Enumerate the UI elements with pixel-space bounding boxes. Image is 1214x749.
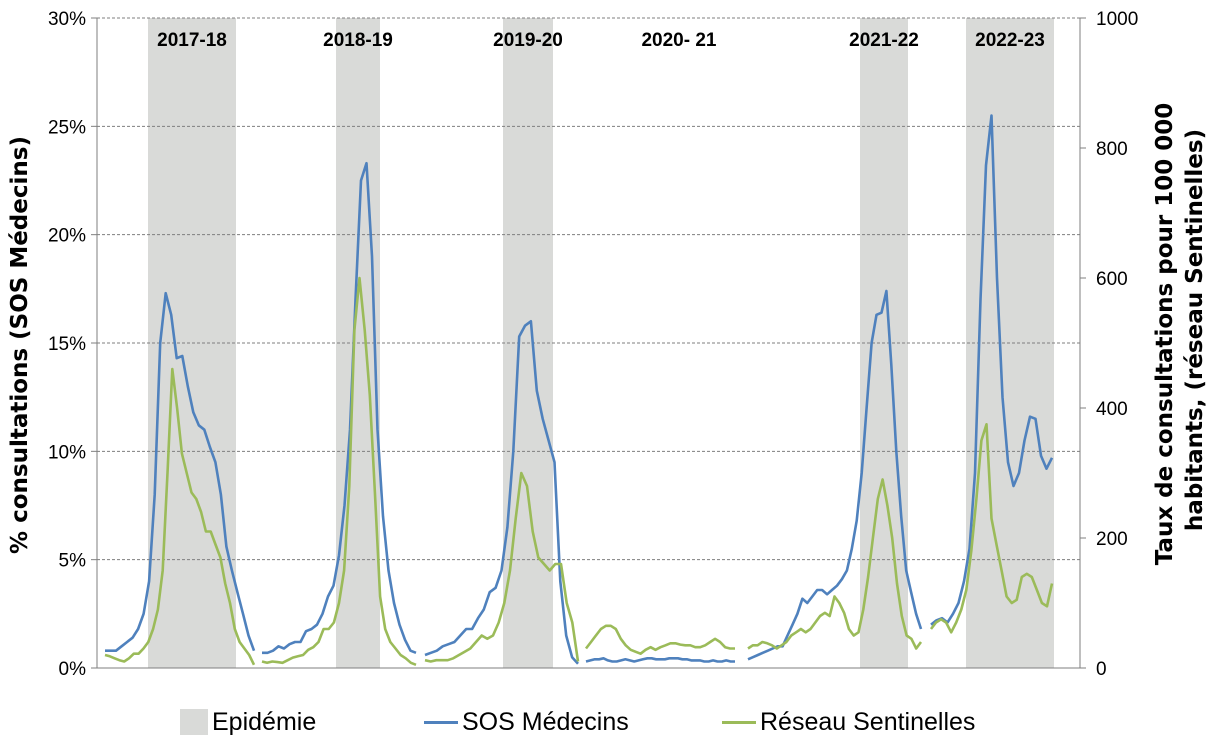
right-axis-title-line-2: habitants, (réseau Sentinelles) — [1182, 129, 1208, 531]
reseau-sentinelles-line — [104, 367, 256, 666]
right-axis-ticks: 0 200 400 600 800 1000 — [1080, 9, 1138, 680]
sos-swatch — [424, 720, 458, 724]
left-axis-title: % consultations (SOS Médecins) — [7, 136, 33, 554]
season-labels: 2017-18 2018-19 2019-20 2020- 21 2021-22 2022… — [157, 30, 1045, 51]
right-tick-label: 400 — [1096, 399, 1128, 420]
legend-epidemic-label: Epidémie — [212, 707, 317, 736]
reseau-sentinelles-line — [747, 478, 923, 650]
right-tick-label: 1000 — [1096, 9, 1138, 30]
reseau-sentinelles-line — [424, 471, 580, 663]
legend-sos: SOS Médecins — [424, 704, 629, 740]
legend-sentinelles: Réseau Sentinelles — [722, 704, 975, 740]
sos-medecins-line — [105, 291, 256, 653]
season-label: 2019-20 — [493, 30, 563, 51]
right-axis-title-line-1: Taux de consultations pour 100 000 — [1152, 103, 1178, 566]
right-axis-title: Taux de consultations pour 100 000 habit… — [1152, 95, 1208, 566]
gridlines — [97, 17, 1080, 561]
right-tick-label: 0 — [1096, 659, 1107, 680]
legend-sentinelles-label: Réseau Sentinelles — [760, 707, 976, 736]
series-lines — [104, 114, 1054, 667]
epidemic-swatch — [180, 709, 208, 735]
sos-medecins-line — [747, 289, 923, 661]
left-tick-label: 0% — [59, 659, 87, 680]
sos-medecins-line — [424, 319, 579, 665]
season-label: 2020- 21 — [641, 30, 716, 51]
left-tick-label: 25% — [48, 117, 86, 138]
sos-medecins-line — [585, 656, 735, 663]
left-tick-label: 10% — [48, 442, 86, 463]
season-label: 2022-23 — [975, 30, 1045, 51]
legend-epidemic: Epidémie — [180, 704, 316, 740]
legend-sos-label: SOS Médecins — [462, 707, 629, 736]
sentinelles-swatch — [722, 720, 756, 724]
left-tick-label: 20% — [48, 226, 86, 247]
reseau-sentinelles-line — [261, 276, 417, 667]
right-tick-label: 800 — [1096, 139, 1128, 160]
reseau-sentinelles-line — [584, 624, 735, 656]
season-label: 2017-18 — [157, 30, 227, 51]
season-label: 2018-19 — [323, 30, 393, 51]
left-tick-label: 30% — [48, 9, 86, 30]
season-label: 2021-22 — [849, 30, 919, 51]
right-tick-label: 600 — [1096, 269, 1128, 290]
sos-medecins-line — [262, 161, 417, 655]
right-tick-label: 200 — [1096, 529, 1128, 550]
left-tick-label: 15% — [48, 334, 86, 355]
left-tick-label: 5% — [59, 551, 87, 572]
sos-medecins-line — [930, 114, 1054, 626]
left-axis-ticks: 0% 5% 10% 15% 20% 25% 30% — [48, 9, 97, 680]
reseau-sentinelles-line — [929, 422, 1054, 634]
